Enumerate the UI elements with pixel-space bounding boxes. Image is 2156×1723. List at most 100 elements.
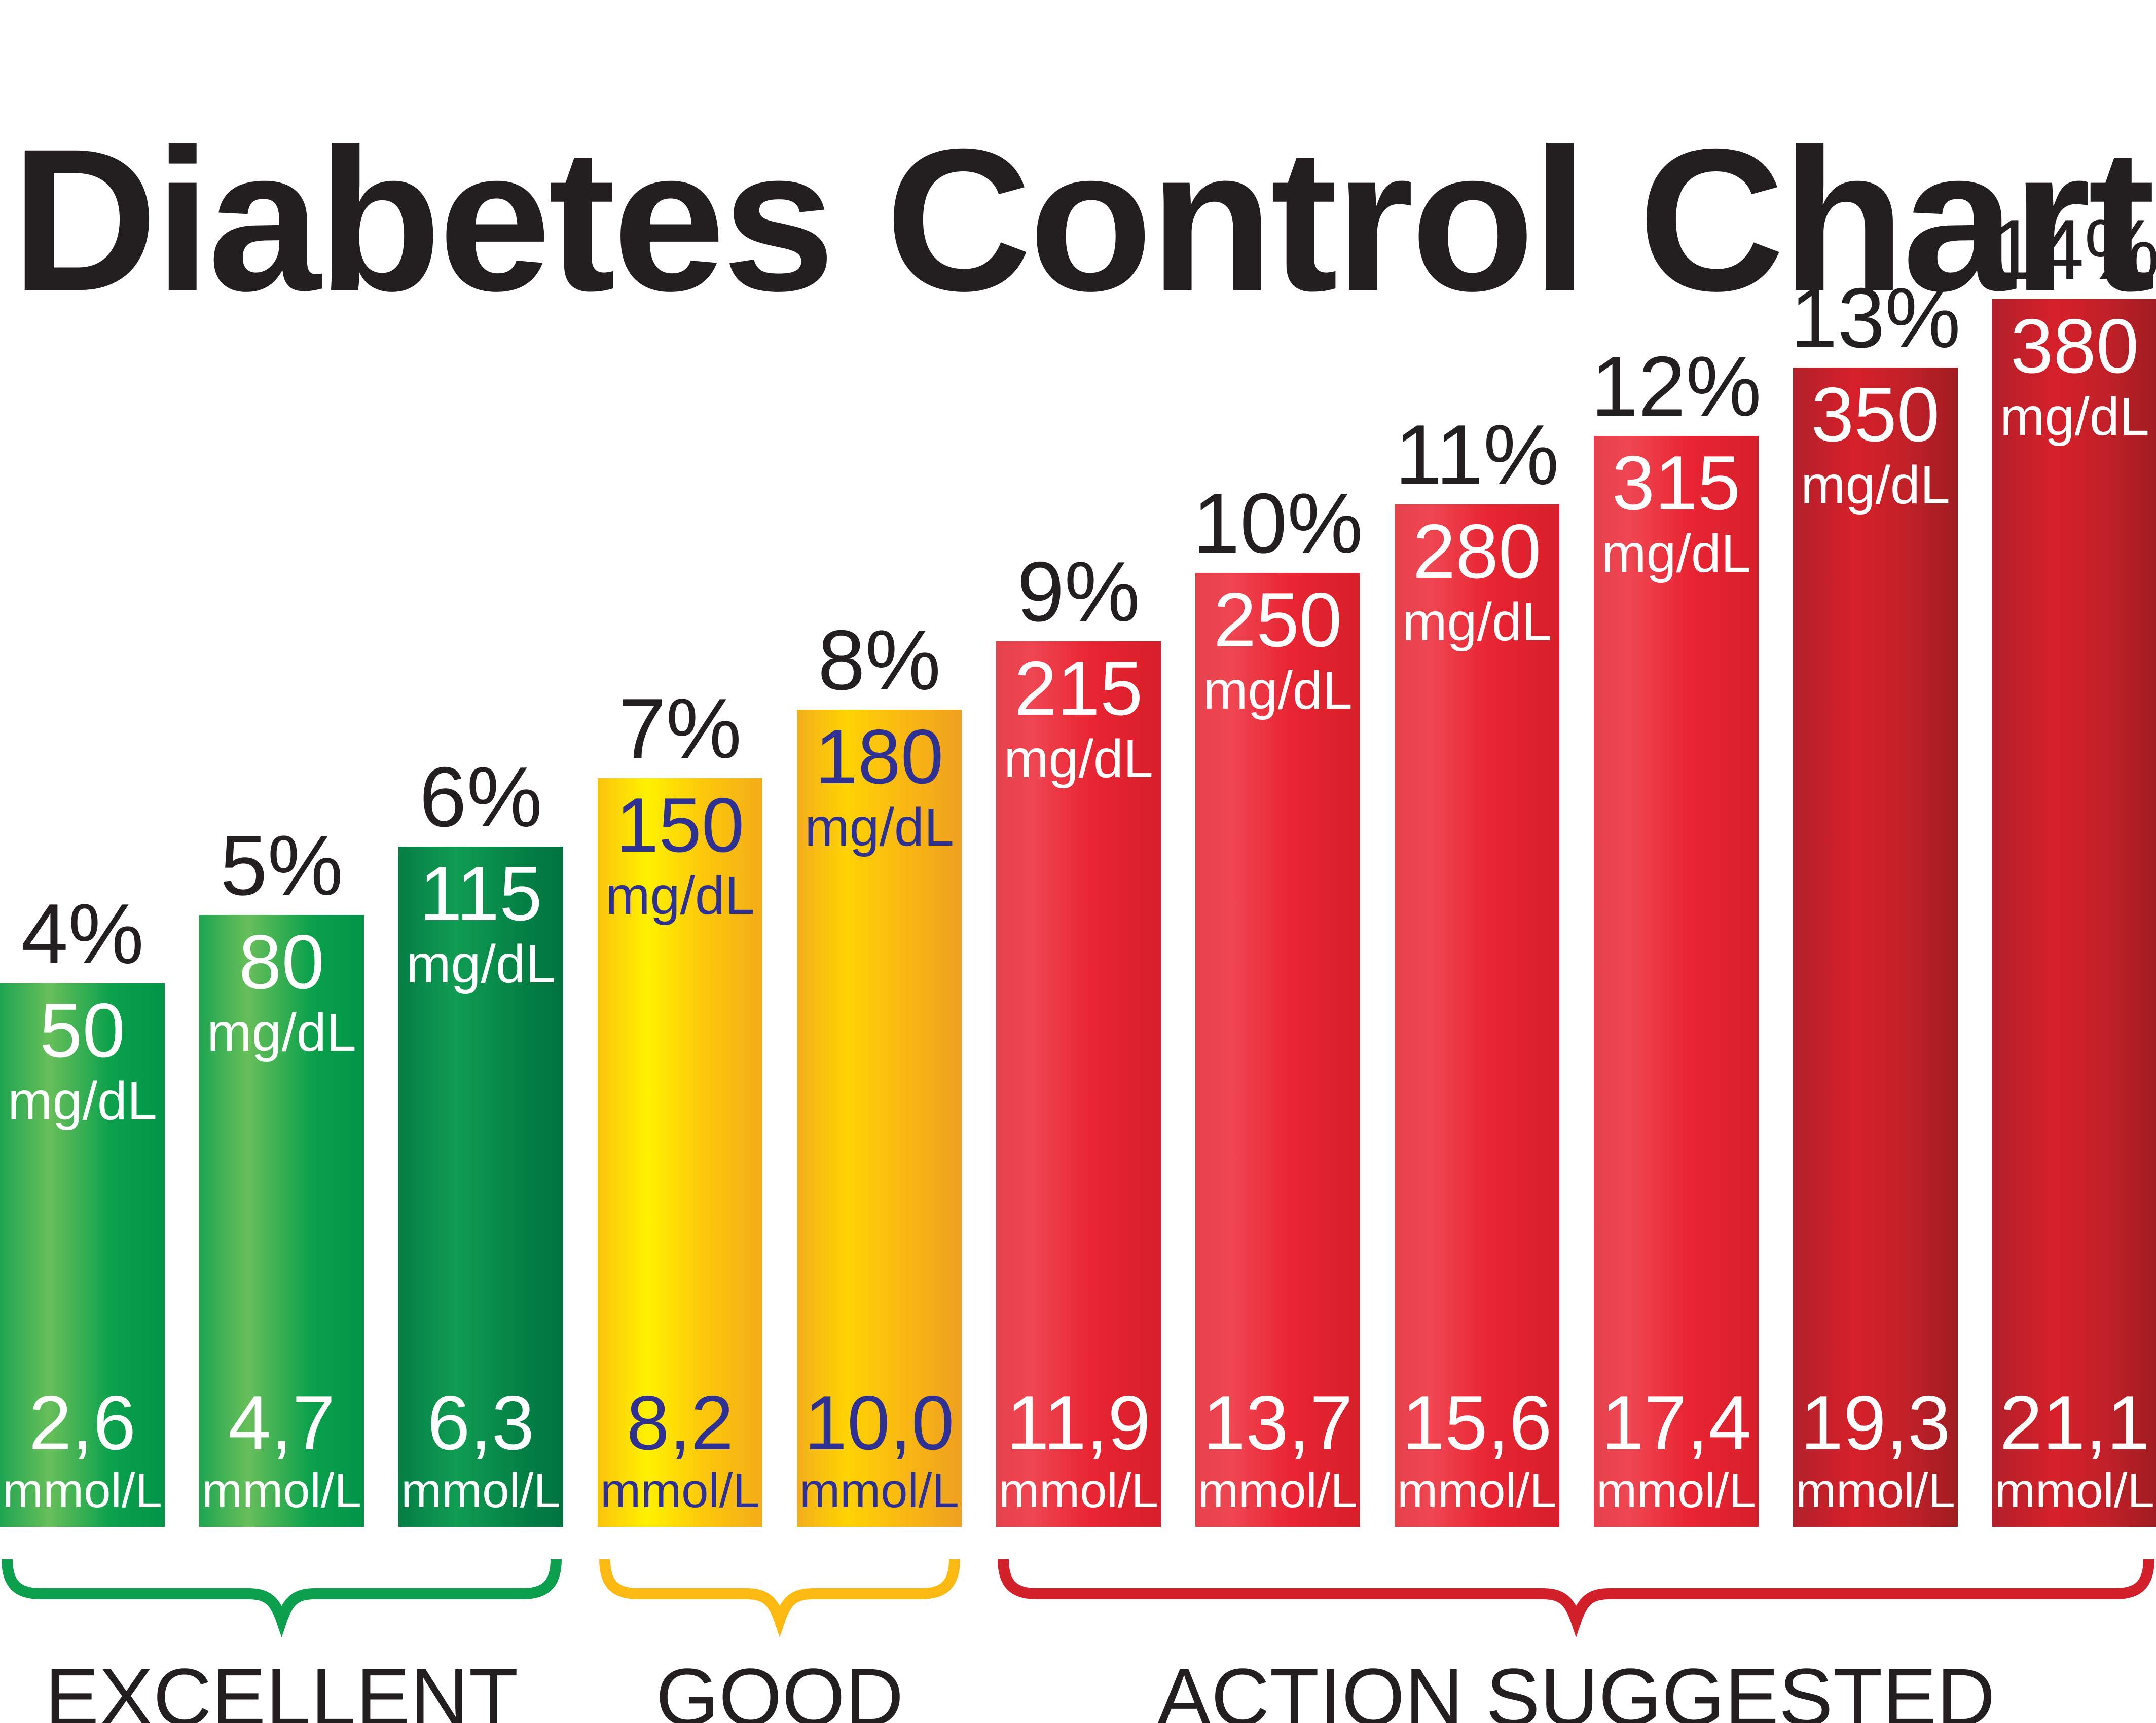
percent-label: 6% <box>419 749 542 845</box>
bar-column-9pct: 9% 215 mg/dL 11,9 mmol/L <box>996 549 1161 1527</box>
percent-label: 4% <box>21 886 144 981</box>
bar: 50 mg/dL 2,6 mmol/L <box>0 983 165 1527</box>
bar-column-5pct: 5% 80 mg/dL 4,7 mmol/L <box>199 823 364 1527</box>
bar: 350 mg/dL 19,3 mmol/L <box>1793 368 1958 1527</box>
mmol-value: 15,6 <box>1402 1380 1552 1467</box>
mmol-unit: mmol/L <box>1397 1463 1557 1518</box>
mmol-unit: mmol/L <box>202 1463 361 1518</box>
mg-value: 150 <box>615 782 745 868</box>
mg-unit: mg/dL <box>1801 455 1950 516</box>
mmol-value-block: 2,6 mmol/L <box>3 1384 162 1527</box>
bar-column-13pct: 13% 350 mg/dL 19,3 mmol/L <box>1790 275 1961 1527</box>
mmol-value-block: 4,7 mmol/L <box>202 1384 361 1527</box>
mmol-value-block: 19,3 mmol/L <box>1796 1384 1955 1527</box>
bar-column-10pct: 10% 250 mg/dL 13,7 mmol/L <box>1192 481 1363 1527</box>
brace-excellent <box>2 1559 562 1637</box>
mmol-unit: mmol/L <box>999 1463 1158 1518</box>
mmol-value-block: 11,9 mmol/L <box>999 1384 1158 1527</box>
mg-unit: mg/dL <box>1601 524 1751 584</box>
percent-label: 9% <box>1017 544 1140 639</box>
percent-label: 14% <box>1989 202 2156 297</box>
mmol-value: 8,2 <box>626 1380 734 1467</box>
brace-path <box>998 1559 2154 1637</box>
mmol-value: 17,4 <box>1601 1380 1751 1467</box>
brace-path <box>2 1559 562 1637</box>
mg-value-block: 50 mg/dL <box>8 983 157 1129</box>
mg-value-block: 215 mg/dL <box>1004 641 1153 787</box>
mg-unit: mg/dL <box>1004 729 1153 789</box>
mg-unit: mg/dL <box>8 1071 157 1131</box>
group-label-good: GOOD <box>655 1652 904 1723</box>
mg-value: 215 <box>1014 645 1143 731</box>
mg-value-block: 315 mg/dL <box>1601 436 1751 582</box>
bar: 250 mg/dL 13,7 mmol/L <box>1195 573 1360 1527</box>
group-label-excellent: EXCELLENT <box>45 1652 519 1723</box>
mmol-unit: mmol/L <box>401 1463 561 1518</box>
bar-column-8pct: 8% 180 mg/dL 10,0 mmol/L <box>797 617 962 1527</box>
mg-value-block: 180 mg/dL <box>805 710 954 856</box>
group-label-action-suggested: ACTION SUGGESTED <box>1157 1652 1995 1723</box>
mmol-value: 10,0 <box>804 1380 955 1467</box>
mg-value: 350 <box>1811 372 1940 458</box>
mg-value: 180 <box>815 714 944 800</box>
bar-column-7pct: 7% 150 mg/dL 8,2 mmol/L <box>598 686 762 1527</box>
mmol-value-block: 8,2 mmol/L <box>600 1384 760 1527</box>
percent-label: 8% <box>818 612 941 708</box>
mg-value-block: 280 mg/dL <box>1402 504 1552 650</box>
bar-column-4pct: 4% 50 mg/dL 2,6 mmol/L <box>0 891 165 1527</box>
mmol-value: 19,3 <box>1800 1380 1951 1467</box>
mg-value: 80 <box>238 919 325 1005</box>
mg-value-block: 250 mg/dL <box>1203 573 1353 719</box>
percent-label: 12% <box>1591 339 1762 434</box>
mg-unit: mg/dL <box>2000 387 2149 447</box>
mg-value: 115 <box>419 851 542 937</box>
bar: 280 mg/dL 15,6 mmol/L <box>1395 504 1559 1527</box>
mmol-unit: mmol/L <box>1198 1463 1358 1518</box>
mmol-value-block: 21,1 mmol/L <box>1995 1384 2154 1527</box>
mmol-unit: mmol/L <box>1596 1463 1756 1518</box>
mmol-value-block: 13,7 mmol/L <box>1198 1384 1358 1527</box>
bar: 380 mg/dL 21,1 mmol/L <box>1992 299 2156 1527</box>
percent-label: 5% <box>220 818 343 913</box>
brace-action-suggested <box>998 1559 2154 1637</box>
bar: 315 mg/dL 17,4 mmol/L <box>1594 436 1759 1527</box>
page-title: Diabetes Control Charts <box>11 106 2156 333</box>
mmol-value: 11,9 <box>1006 1380 1151 1467</box>
mg-value-block: 150 mg/dL <box>605 778 755 924</box>
mg-value-block: 380 mg/dL <box>2000 299 2149 445</box>
mg-unit: mg/dL <box>605 866 755 926</box>
mg-value: 50 <box>39 987 126 1074</box>
mg-unit: mg/dL <box>1203 661 1353 721</box>
mmol-value: 13,7 <box>1202 1380 1353 1467</box>
bar: 115 mg/dL 6,3 mmol/L <box>398 847 563 1527</box>
mg-value-block: 80 mg/dL <box>207 915 356 1061</box>
bar: 180 mg/dL 10,0 mmol/L <box>797 710 962 1527</box>
mmol-value: 2,6 <box>28 1380 136 1467</box>
mmol-value: 4,7 <box>228 1380 336 1467</box>
mg-value: 250 <box>1213 577 1342 663</box>
mmol-unit: mmol/L <box>799 1463 959 1518</box>
bar: 80 mg/dL 4,7 mmol/L <box>199 915 364 1527</box>
mg-value: 315 <box>1612 440 1741 526</box>
bar-column-11pct: 11% 280 mg/dL 15,6 mmol/L <box>1395 412 1559 1527</box>
percent-label: 7% <box>618 681 742 776</box>
mg-value-block: 115 mg/dL <box>406 847 556 993</box>
mg-value-block: 350 mg/dL <box>1801 368 1950 514</box>
mmol-value-block: 17,4 mmol/L <box>1596 1384 1756 1527</box>
mmol-unit: mmol/L <box>600 1463 760 1518</box>
mg-unit: mg/dL <box>1402 592 1552 652</box>
mmol-value: 6,3 <box>427 1380 535 1467</box>
mmol-value-block: 15,6 mmol/L <box>1397 1384 1557 1527</box>
percent-label: 13% <box>1790 270 1961 365</box>
bar: 150 mg/dL 8,2 mmol/L <box>598 778 762 1527</box>
percent-label: 11% <box>1395 407 1559 502</box>
mmol-unit: mmol/L <box>1796 1463 1955 1518</box>
mg-value: 280 <box>1412 508 1542 595</box>
bar-column-6pct: 6% 115 mg/dL 6,3 mmol/L <box>398 754 563 1527</box>
mg-unit: mg/dL <box>207 1003 356 1063</box>
mg-unit: mg/dL <box>805 797 954 858</box>
brace-good <box>599 1559 960 1637</box>
mmol-value-block: 10,0 mmol/L <box>799 1384 959 1527</box>
mg-value: 380 <box>2010 303 2139 389</box>
